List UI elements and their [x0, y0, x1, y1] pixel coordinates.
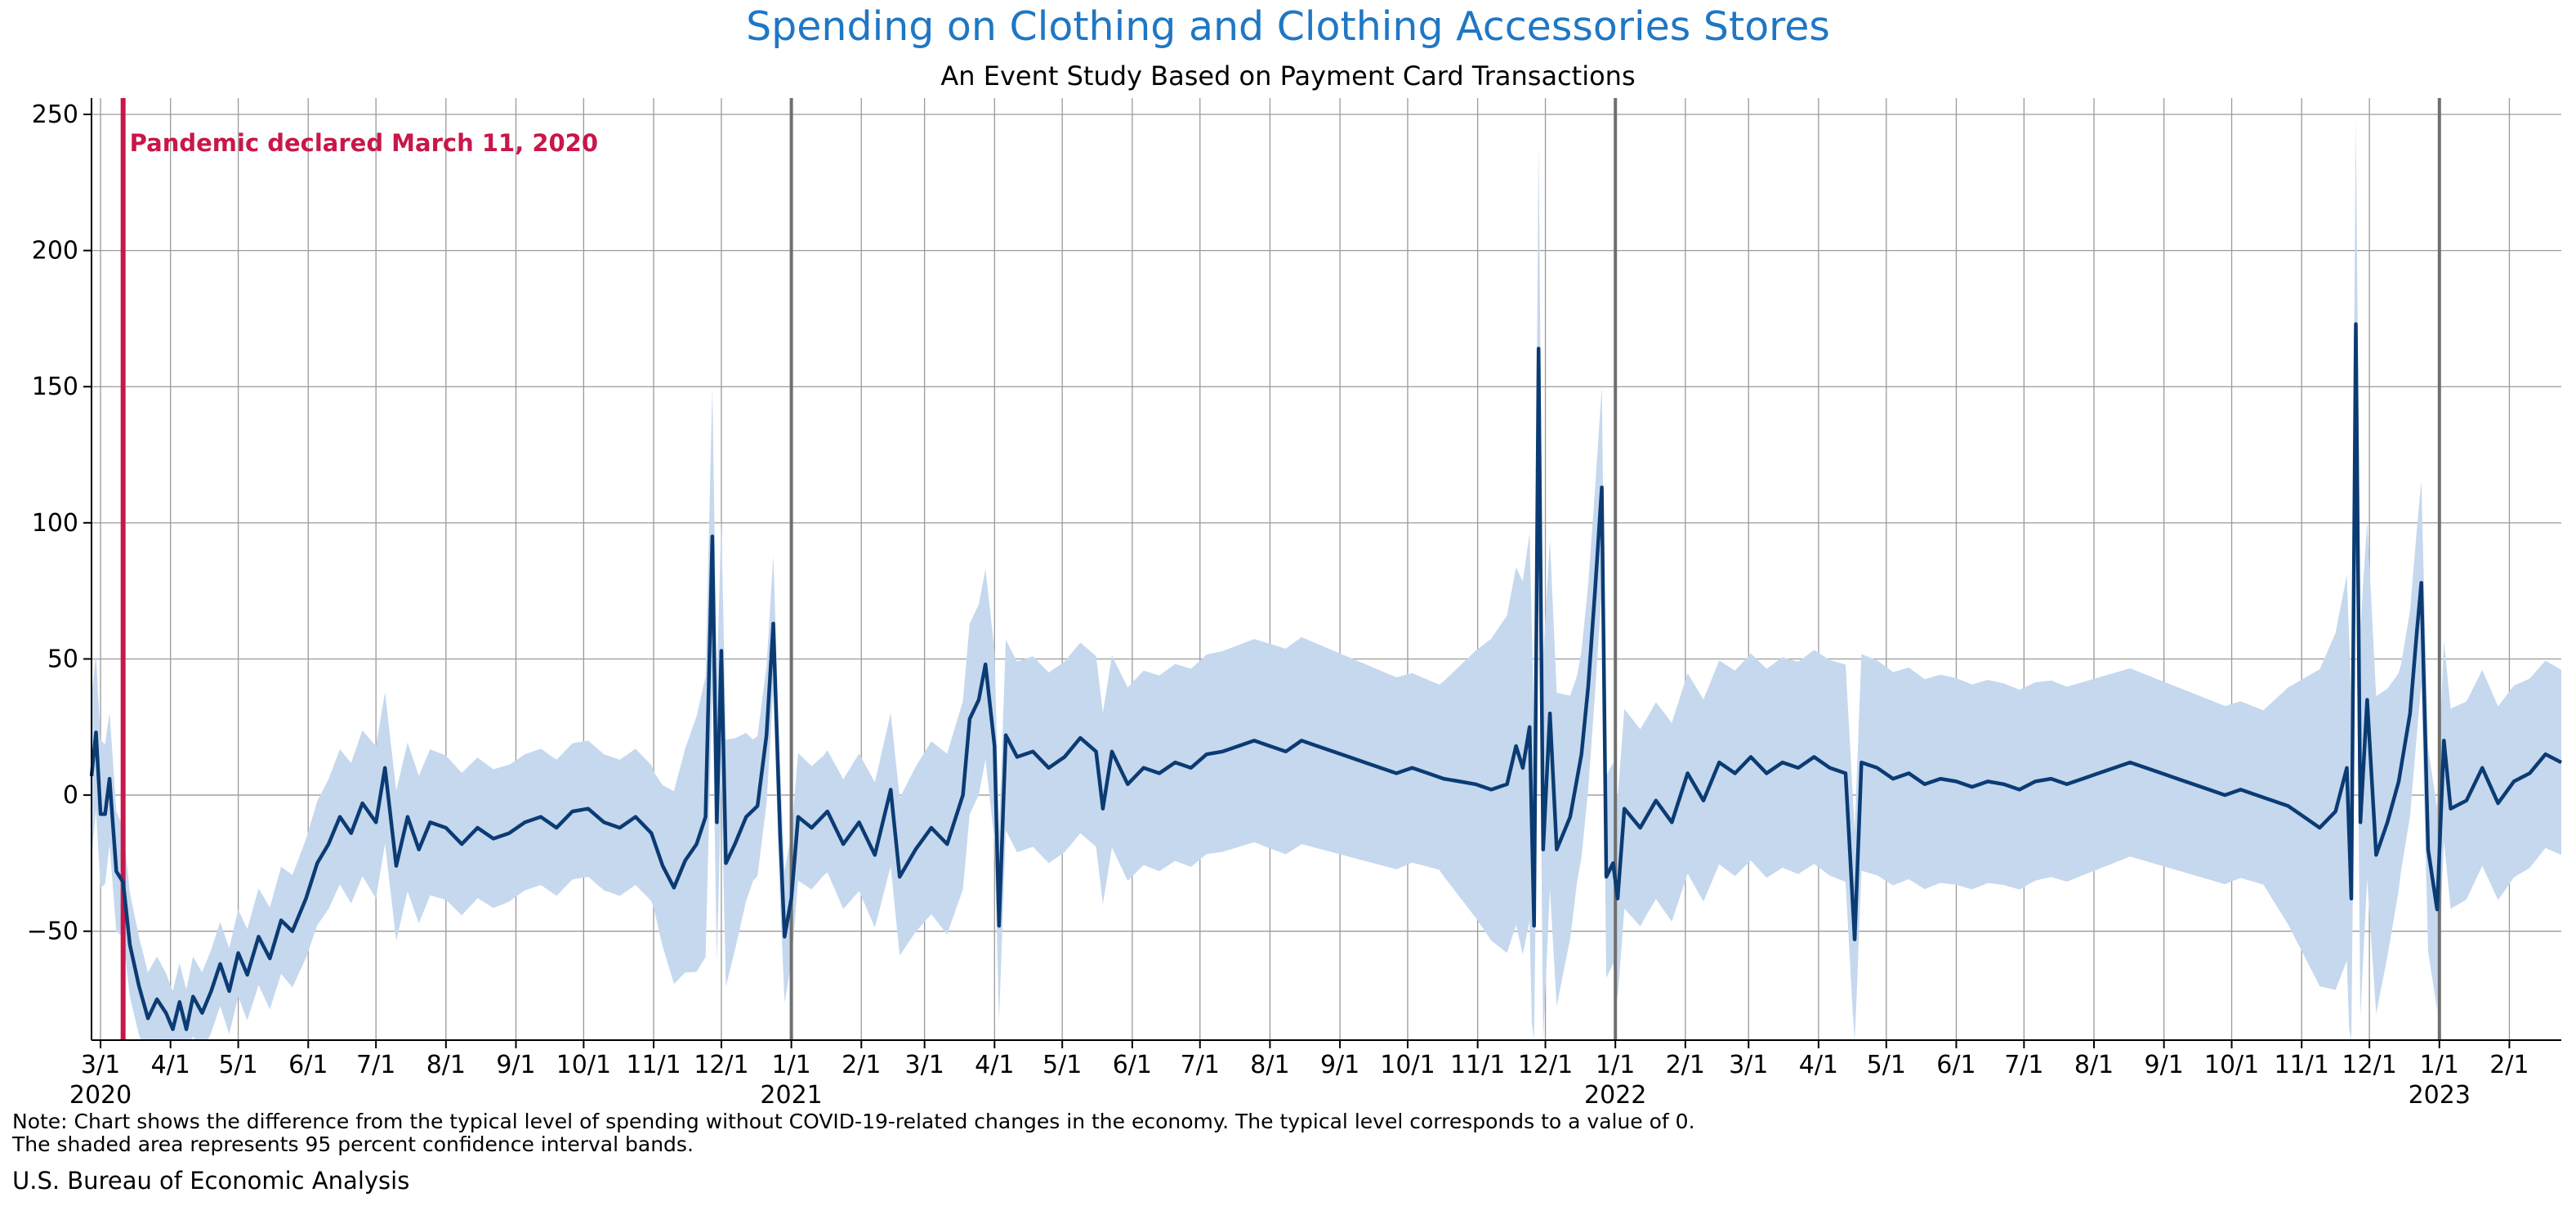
- x-tick-label: 10/1: [1380, 1051, 1435, 1079]
- pandemic-label: Pandemic declared March 11, 2020: [130, 129, 598, 157]
- x-tick-label: 6/1: [1936, 1051, 1976, 1079]
- x-tick-label: 1/1: [2420, 1051, 2459, 1079]
- x-tick-label: 2/1: [2489, 1051, 2529, 1079]
- y-tick-label: 50: [47, 645, 78, 673]
- x-tick-label: 5/1: [218, 1051, 257, 1079]
- x-tick-label: 8/1: [1250, 1051, 1289, 1079]
- x-tick-label: 11/1: [1450, 1051, 1505, 1079]
- x-tick-label: 5/1: [1042, 1051, 1082, 1079]
- x-tick-label: 11/1: [626, 1051, 681, 1079]
- confidence-band: [92, 119, 2561, 1041]
- x-tick-label: 3/1: [1729, 1051, 1768, 1079]
- x-tick-label: 12/1: [1518, 1051, 1573, 1079]
- x-tick-label: 9/1: [2145, 1051, 2184, 1079]
- x-tick-label: 9/1: [1320, 1051, 1359, 1079]
- x-tick-label: 1/1: [1596, 1051, 1635, 1079]
- x-tick-label: 11/1: [2275, 1051, 2329, 1079]
- x-tick-label: 7/1: [356, 1051, 395, 1079]
- x-tick-label: 4/1: [975, 1051, 1014, 1079]
- x-tick-label: 7/1: [2004, 1051, 2043, 1079]
- x-tick-label: 4/1: [151, 1051, 190, 1079]
- x-tick-label: 6/1: [288, 1051, 328, 1079]
- chart-note-2: The shaded area represents 95 percent co…: [12, 1132, 694, 1156]
- x-year-label: 2023: [2409, 1081, 2471, 1110]
- x-tick-label: 3/1: [905, 1051, 944, 1079]
- year-lines: [789, 98, 2441, 1040]
- x-tick-label: 10/1: [2204, 1051, 2259, 1079]
- y-tick-label: 100: [32, 509, 78, 538]
- chart-note: Note: Chart shows the difference from th…: [12, 1110, 1695, 1133]
- y-axis: −50 0 50 100 150 200 250: [27, 100, 92, 946]
- annotation: Pandemic declared March 11, 2020: [120, 98, 598, 1040]
- x-tick-label: 4/1: [1799, 1051, 1838, 1079]
- x-tick-label: 3/1: [81, 1051, 120, 1079]
- x-year-label: 2020: [69, 1081, 132, 1110]
- confidence-band-area: [92, 119, 2561, 1041]
- x-tick-label: 6/1: [1113, 1051, 1152, 1079]
- y-tick-label: 200: [32, 237, 78, 266]
- x-tick-label: 12/1: [694, 1051, 748, 1079]
- x-tick-label: 2/1: [1666, 1051, 1705, 1079]
- x-tick-label: 8/1: [2074, 1051, 2114, 1079]
- y-tick-label: 150: [32, 373, 78, 401]
- axes: [91, 98, 2561, 1041]
- y-tick-label: 250: [32, 100, 78, 129]
- x-tick-label: 1/1: [771, 1051, 810, 1079]
- x-year-label: 2021: [760, 1081, 822, 1110]
- x-tick-label: 10/1: [556, 1051, 611, 1079]
- x-tick-label: 9/1: [496, 1051, 535, 1079]
- y-tick-label: 0: [63, 781, 78, 810]
- y-tick-label: −50: [27, 918, 78, 946]
- x-year-label: 2022: [1584, 1081, 1646, 1110]
- source-credit: U.S. Bureau of Economic Analysis: [12, 1167, 410, 1195]
- chart-title: Spending on Clothing and Clothing Access…: [746, 3, 1830, 50]
- x-tick-label: 12/1: [2342, 1051, 2396, 1079]
- x-tick-label: 7/1: [1181, 1051, 1220, 1079]
- chart-subtitle: An Event Study Based on Payment Card Tra…: [940, 60, 1636, 92]
- estimate-series-line: [89, 322, 2563, 1031]
- x-tick-label: 5/1: [1867, 1051, 1906, 1079]
- x-tick-label: 2/1: [842, 1051, 881, 1079]
- estimate-line: [89, 322, 2563, 1031]
- x-tick-label: 8/1: [426, 1051, 466, 1079]
